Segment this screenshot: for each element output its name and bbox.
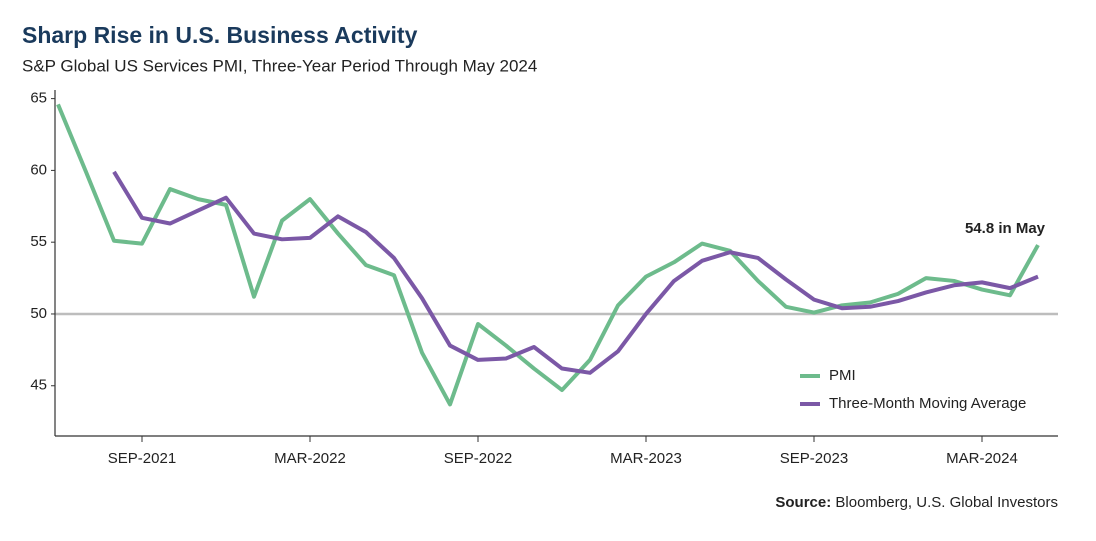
x-tick-label: SEP-2021 — [108, 450, 176, 467]
y-tick-label: 60 — [30, 161, 47, 178]
chart-subtitle: S&P Global US Services PMI, Three-Year P… — [22, 56, 537, 75]
y-tick-label: 50 — [30, 305, 47, 322]
line-series — [112, 170, 1039, 375]
x-tick-label: MAR-2024 — [946, 450, 1018, 467]
x-tick-label: SEP-2023 — [780, 450, 848, 467]
x-tick-label: MAR-2023 — [610, 450, 682, 467]
legend-label: Three-Month Moving Average — [829, 395, 1026, 412]
chart-title: Sharp Rise in U.S. Business Activity — [22, 22, 418, 48]
y-tick-label: 65 — [30, 90, 47, 107]
y-tick-label: 45 — [30, 377, 47, 394]
line-series — [56, 103, 1040, 407]
source-text: Bloomberg, U.S. Global Investors — [835, 494, 1058, 511]
y-tick-label: 55 — [30, 233, 47, 250]
source: Source: Bloomberg, U.S. Global Investors — [775, 494, 1058, 511]
x-tick-label: MAR-2022 — [274, 450, 346, 467]
legend-label: PMI — [829, 367, 856, 384]
source-label: Source: — [775, 494, 831, 511]
annotation: 54.8 in May — [965, 220, 1046, 237]
x-tick-label: SEP-2022 — [444, 450, 512, 467]
